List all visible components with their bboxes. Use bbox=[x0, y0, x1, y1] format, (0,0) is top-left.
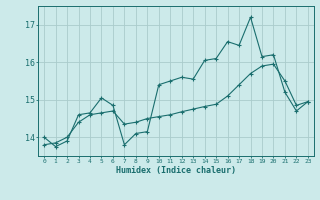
X-axis label: Humidex (Indice chaleur): Humidex (Indice chaleur) bbox=[116, 166, 236, 175]
